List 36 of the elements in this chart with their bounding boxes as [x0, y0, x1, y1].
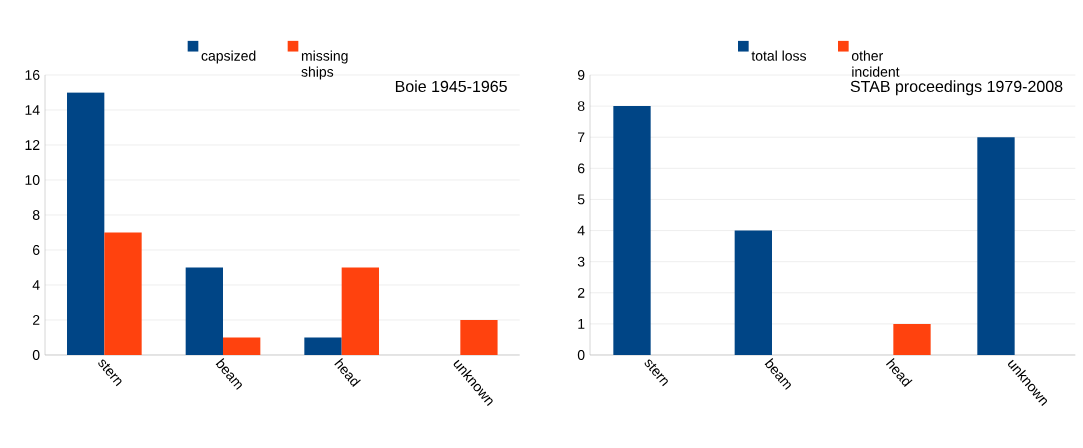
chart-title: Boie 1945-1965 — [395, 80, 507, 93]
bar — [185, 267, 223, 355]
bar — [977, 137, 1015, 355]
bar — [460, 319, 498, 355]
y-tick-label: 7 — [577, 132, 585, 143]
bar — [223, 337, 261, 355]
bar — [341, 267, 379, 355]
y-tick-label: 4 — [577, 225, 585, 236]
bar — [893, 323, 931, 355]
y-tick-label: 8 — [577, 101, 585, 112]
y-tick-label: 2 — [577, 287, 585, 298]
bar — [67, 92, 105, 355]
y-tick-label: 16 — [25, 70, 40, 80]
bar — [304, 337, 342, 355]
y-tick-label: 14 — [25, 105, 40, 115]
y-tick-label: 10 — [25, 175, 40, 185]
y-tick-label: 3 — [577, 256, 585, 267]
bar — [734, 230, 772, 355]
chart-title: STAB proceedings 1979-2008 — [850, 80, 1063, 96]
y-tick-label: 5 — [577, 194, 585, 205]
y-tick-label: 2 — [33, 315, 40, 325]
bar — [613, 106, 651, 355]
y-tick-label: 0 — [577, 350, 585, 360]
y-tick-label: 8 — [32, 210, 40, 220]
bar — [104, 232, 142, 355]
legend-label: other incident — [851, 50, 900, 77]
y-tick-label: 12 — [25, 140, 40, 150]
legend-label: capsized — [201, 50, 256, 64]
legend-label: missing ships — [301, 50, 348, 80]
legend-label: total loss — [751, 50, 807, 61]
y-tick-label: 6 — [577, 163, 585, 174]
y-tick-label: 4 — [32, 280, 40, 290]
y-tick-label: 0 — [32, 350, 40, 360]
y-tick-label: 6 — [33, 245, 40, 255]
y-tick-label: 1 — [578, 319, 585, 329]
y-tick-label: 9 — [577, 70, 585, 80]
